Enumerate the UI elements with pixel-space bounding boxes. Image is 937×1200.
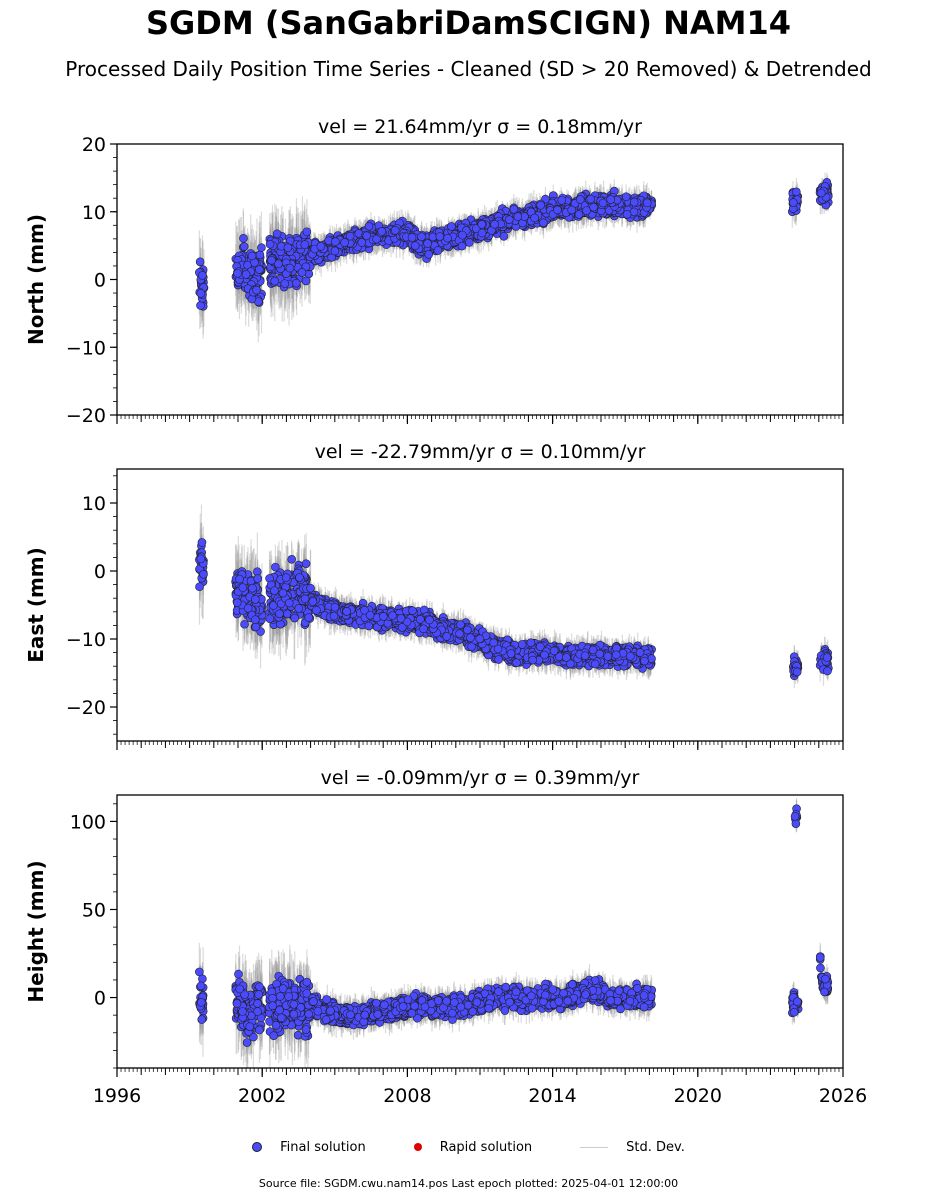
x-tick-label: 2002 bbox=[238, 1085, 286, 1107]
panel-title-east: vel = -22.79mm/yr σ = 0.10mm/yr bbox=[315, 441, 646, 463]
panel-title-north: vel = 21.64mm/yr σ = 0.18mm/yr bbox=[318, 116, 642, 138]
final-solution-points-east bbox=[195, 538, 833, 681]
legend-std-marker bbox=[580, 1146, 609, 1148]
legend-rapid-label: Rapid solution bbox=[439, 1139, 533, 1155]
data-points-north bbox=[195, 172, 833, 343]
x-tick-label: 2014 bbox=[528, 1085, 576, 1107]
chart-title: SGDM (SanGabriDamSCIGN) NAM14 bbox=[145, 4, 792, 42]
legend: Final solution Rapid solution Std. Dev. bbox=[0, 1136, 937, 1158]
final-solution-points-north bbox=[195, 178, 833, 311]
source-footer: Source file: SGDM.cwu.nam14.pos Last epo… bbox=[258, 1177, 679, 1190]
y-tick-label-height: 0 bbox=[94, 988, 106, 1010]
panel-east: vel = -22.79mm/yr σ = 0.10mm/yr East (mm)… bbox=[24, 441, 844, 750]
y-axis-label-north: North (mm) bbox=[24, 214, 48, 345]
legend-rapid-marker bbox=[413, 1143, 422, 1151]
plot-frame-height bbox=[116, 794, 844, 1069]
legend-item-final: Final solution bbox=[252, 1140, 366, 1155]
x-tick-label: 2020 bbox=[674, 1085, 722, 1107]
y-tick-label-east: 0 bbox=[94, 561, 106, 583]
x-tick-label: 2008 bbox=[383, 1085, 431, 1107]
plot-frame-east bbox=[116, 468, 844, 742]
y-tick-label-east: −10 bbox=[66, 629, 106, 651]
final-solution-points-height bbox=[195, 804, 833, 1047]
panel-north: vel = 21.64mm/yr σ = 0.18mm/yr North (mm)… bbox=[24, 116, 844, 427]
y-axis-label-height: Height (mm) bbox=[24, 860, 48, 1002]
legend-final-marker bbox=[252, 1142, 263, 1152]
y-tick-label-north: −20 bbox=[66, 405, 106, 427]
y-tick-label-north: −10 bbox=[66, 337, 106, 359]
legend-item-std: Std. Dev. bbox=[580, 1140, 685, 1155]
plot-frame-north bbox=[116, 143, 844, 416]
y-tick-label-north: 10 bbox=[82, 202, 106, 224]
y-axis-label-east: East (mm) bbox=[24, 547, 48, 663]
legend-std-label: Std. Dev. bbox=[626, 1139, 685, 1155]
data-points-height bbox=[195, 797, 833, 1068]
y-tick-label-north: 20 bbox=[82, 134, 106, 156]
y-tick-label-north: 0 bbox=[94, 270, 106, 292]
x-tick-label: 1996 bbox=[93, 1085, 141, 1107]
legend-item-rapid: Rapid solution bbox=[413, 1139, 533, 1155]
y-tick-label-east: 10 bbox=[82, 493, 106, 515]
x-tick-label: 2026 bbox=[819, 1085, 867, 1107]
panel-title-height: vel = -0.09mm/yr σ = 0.39mm/yr bbox=[321, 767, 640, 789]
y-tick-label-height: 50 bbox=[82, 899, 106, 921]
panel-height: vel = -0.09mm/yr σ = 0.39mm/yr Height (mm… bbox=[24, 767, 867, 1107]
legend-final-label: Final solution bbox=[280, 1139, 366, 1155]
chart-subtitle: Processed Daily Position Time Series - C… bbox=[65, 57, 872, 81]
std-dev-bars-height bbox=[198, 797, 829, 1068]
y-tick-label-height: 100 bbox=[70, 811, 106, 833]
y-tick-label-east: −20 bbox=[66, 697, 106, 719]
data-points-east bbox=[195, 504, 833, 689]
